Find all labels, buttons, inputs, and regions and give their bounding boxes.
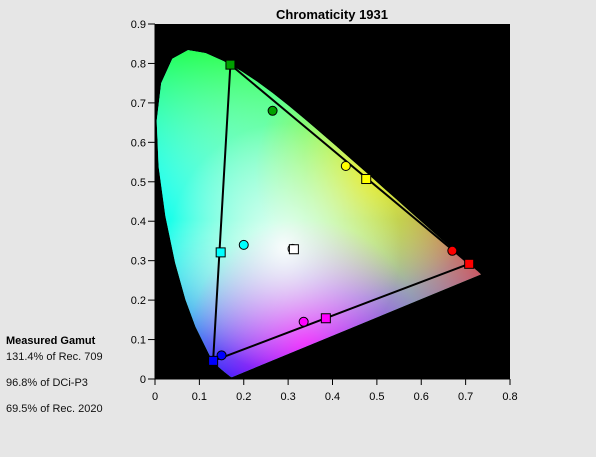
- magenta-point-marker: [320, 313, 331, 324]
- chart-title: Chromaticity 1931: [276, 7, 388, 22]
- x-tick-label: 0.8: [502, 391, 517, 403]
- green-primary-marker: [225, 59, 236, 70]
- red-target-marker: [447, 245, 458, 256]
- y-axis: 0 0.1 0.2 0.3 0.4 0.5 0.6 0.7 0.8 0.9: [131, 19, 156, 386]
- y-tick-label: 0.6: [131, 137, 146, 149]
- y-tick-label: 0.5: [131, 177, 146, 189]
- x-tick-label: 0.4: [325, 391, 340, 403]
- measured-gamut-title: Measured Gamut: [6, 335, 96, 347]
- cyan-target-marker: [238, 239, 249, 250]
- x-tick-label: 0.3: [280, 391, 295, 403]
- measured-gamut-panel: Measured Gamut 131.4% of Rec. 709 96.8% …: [6, 334, 146, 428]
- x-tick-label: 0.2: [236, 391, 251, 403]
- target-points: [216, 105, 458, 361]
- y-tick-label: 0: [140, 374, 146, 386]
- x-tick-label: 0.1: [192, 391, 207, 403]
- measured-points: [208, 59, 475, 366]
- x-tick-label: 0: [152, 391, 158, 403]
- x-tick-label: 0.7: [458, 391, 473, 403]
- yellow-point-marker: [361, 174, 372, 185]
- yellow-target-marker: [340, 161, 351, 171]
- x-axis: 0 0.1 0.2 0.3 0.4 0.5 0.6 0.7 0.8: [152, 378, 518, 403]
- magenta-target-marker: [298, 316, 309, 327]
- cyan-point-marker: [215, 247, 226, 258]
- blue-primary-marker: [208, 355, 219, 366]
- white-point-marker: [288, 244, 299, 255]
- y-tick-label: 0.1: [131, 335, 146, 347]
- y-tick-label: 0.2: [131, 295, 146, 307]
- dcip3-coverage: 96.8% of DCi-P3: [6, 377, 88, 389]
- x-tick-label: 0.5: [369, 391, 384, 403]
- rec709-coverage: 131.4% of Rec. 709: [6, 351, 103, 363]
- green-target-marker: [267, 105, 278, 116]
- y-tick-label: 0.4: [131, 216, 146, 228]
- rec2020-coverage: 69.5% of Rec. 2020: [6, 403, 103, 415]
- x-tick-label: 0.6: [414, 391, 429, 403]
- red-primary-marker: [464, 258, 475, 269]
- y-tick-label: 0.9: [131, 19, 146, 31]
- y-tick-label: 0.8: [131, 58, 146, 70]
- y-tick-label: 0.7: [131, 98, 146, 110]
- y-tick-label: 0.3: [131, 256, 146, 268]
- blue-target-marker: [216, 350, 227, 361]
